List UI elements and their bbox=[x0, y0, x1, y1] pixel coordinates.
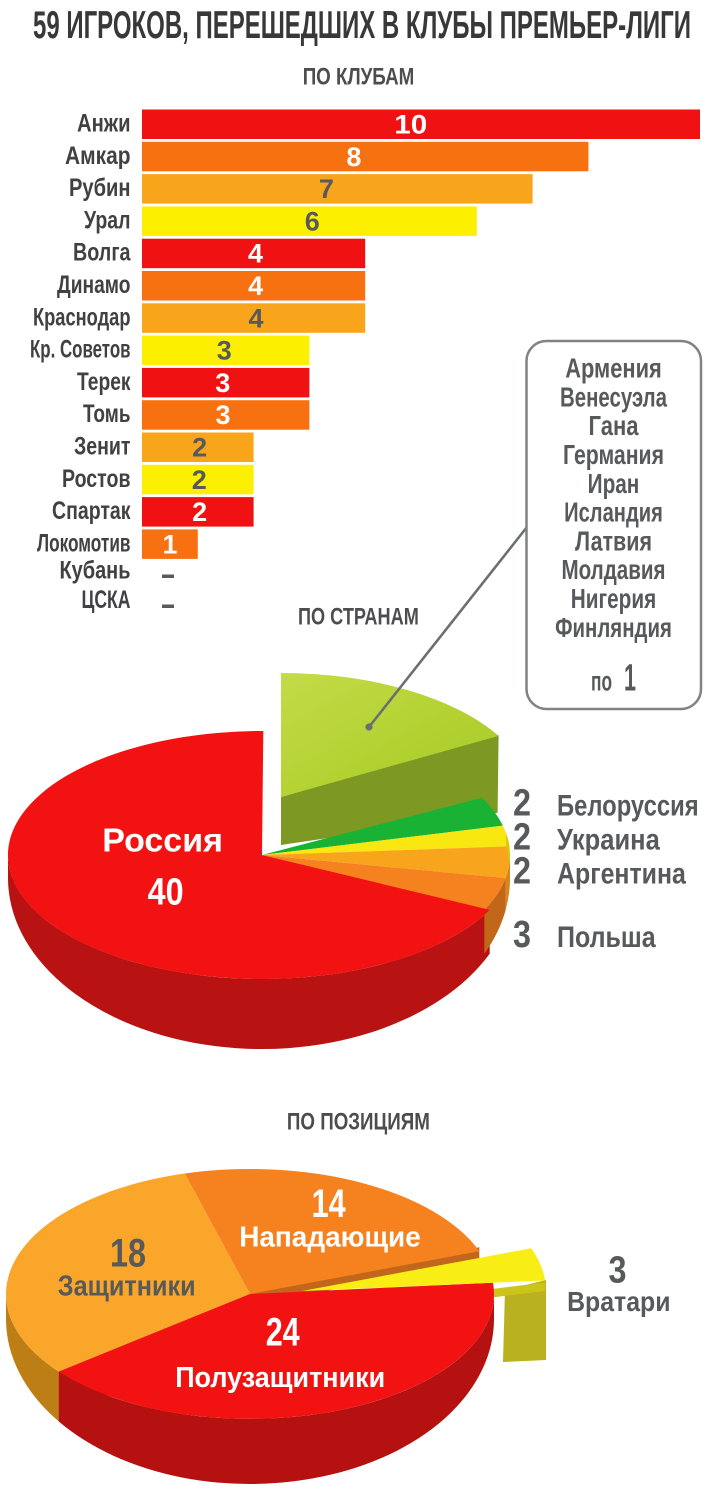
svg-text:Польша: Польша bbox=[557, 921, 656, 954]
svg-text:Иран: Иран bbox=[588, 468, 640, 499]
svg-text:18: 18 bbox=[110, 1232, 146, 1276]
svg-text:Волга: Волга bbox=[73, 239, 131, 267]
svg-text:2: 2 bbox=[513, 816, 531, 858]
svg-text:Зенит: Зенит bbox=[74, 433, 131, 461]
svg-text:4: 4 bbox=[248, 239, 263, 269]
svg-text:3: 3 bbox=[215, 400, 230, 430]
svg-text:24: 24 bbox=[266, 1311, 301, 1355]
svg-text:2: 2 bbox=[513, 783, 531, 825]
svg-text:Финляндия: Финляндия bbox=[555, 612, 672, 643]
svg-text:Украина: Украина bbox=[557, 823, 660, 856]
svg-text:Рубин: Рубин bbox=[69, 174, 131, 202]
svg-text:ПО СТРАНАМ: ПО СТРАНАМ bbox=[298, 604, 419, 631]
svg-text:Гана: Гана bbox=[589, 410, 639, 441]
svg-text:Полузащитники: Полузащитники bbox=[175, 1362, 385, 1394]
svg-text:4: 4 bbox=[248, 271, 263, 301]
svg-text:ЦСКА: ЦСКА bbox=[82, 586, 131, 614]
svg-text:Белоруссия: Белоруссия bbox=[557, 790, 699, 823]
svg-text:Защитники: Защитники bbox=[58, 1271, 196, 1303]
svg-text:ПО ПОЗИЦИЯМ: ПО ПОЗИЦИЯМ bbox=[287, 1109, 430, 1136]
svg-text:Молдавия: Молдавия bbox=[562, 554, 666, 585]
svg-text:Анжи: Анжи bbox=[77, 110, 131, 138]
svg-text:7: 7 bbox=[319, 174, 334, 204]
svg-text:Латвия: Латвия bbox=[575, 525, 652, 556]
svg-text:3: 3 bbox=[513, 914, 531, 956]
svg-text:Амкар: Амкар bbox=[65, 142, 131, 170]
svg-text:Исландия: Исландия bbox=[564, 497, 663, 528]
svg-text:10: 10 bbox=[394, 110, 427, 140]
svg-text:Динамо: Динамо bbox=[57, 271, 131, 299]
svg-text:по: по bbox=[591, 666, 612, 697]
svg-text:1: 1 bbox=[624, 658, 636, 700]
svg-text:Аргентина: Аргентина bbox=[557, 857, 686, 890]
svg-text:1: 1 bbox=[162, 529, 177, 559]
svg-text:2: 2 bbox=[192, 433, 207, 463]
svg-text:Армения: Армения bbox=[565, 353, 662, 384]
svg-text:Локомотив: Локомотив bbox=[37, 529, 131, 557]
svg-text:Кубань: Кубань bbox=[60, 557, 131, 585]
svg-text:ПО КЛУБАМ: ПО КЛУБАМ bbox=[303, 64, 415, 91]
svg-text:2: 2 bbox=[192, 497, 207, 527]
svg-text:3: 3 bbox=[215, 368, 230, 398]
svg-text:59 ИГРОКОВ, ПЕРЕШЕДШИХ В КЛУБЫ: 59 ИГРОКОВ, ПЕРЕШЕДШИХ В КЛУБЫ ПРЕМЬЕР-Л… bbox=[33, 4, 691, 47]
svg-text:Венесуэла: Венесуэла bbox=[560, 381, 667, 412]
svg-text:Томь: Томь bbox=[83, 400, 131, 428]
svg-text:3: 3 bbox=[217, 336, 232, 366]
svg-text:4: 4 bbox=[248, 303, 263, 333]
svg-text:8: 8 bbox=[346, 142, 361, 172]
svg-text:Ростов: Ростов bbox=[62, 465, 131, 493]
svg-text:Россия: Россия bbox=[102, 822, 223, 859]
svg-text:Нападающие: Нападающие bbox=[239, 1222, 421, 1254]
svg-text:40: 40 bbox=[148, 872, 184, 914]
svg-text:2: 2 bbox=[513, 850, 531, 892]
svg-text:Спартак: Спартак bbox=[52, 497, 131, 525]
svg-text:Кр. Советов: Кр. Советов bbox=[30, 336, 131, 364]
svg-text:Нигерия: Нигерия bbox=[571, 583, 656, 614]
svg-text:3: 3 bbox=[609, 1250, 627, 1292]
svg-text:Урал: Урал bbox=[84, 206, 131, 234]
svg-text:6: 6 bbox=[305, 206, 320, 236]
svg-text:Краснодар: Краснодар bbox=[33, 303, 131, 331]
svg-text:2: 2 bbox=[192, 465, 207, 495]
svg-text:14: 14 bbox=[312, 1182, 347, 1226]
svg-text:Германия: Германия bbox=[563, 439, 664, 470]
svg-text:Терек: Терек bbox=[77, 368, 131, 396]
svg-text:Вратари: Вратари bbox=[567, 1286, 670, 1317]
